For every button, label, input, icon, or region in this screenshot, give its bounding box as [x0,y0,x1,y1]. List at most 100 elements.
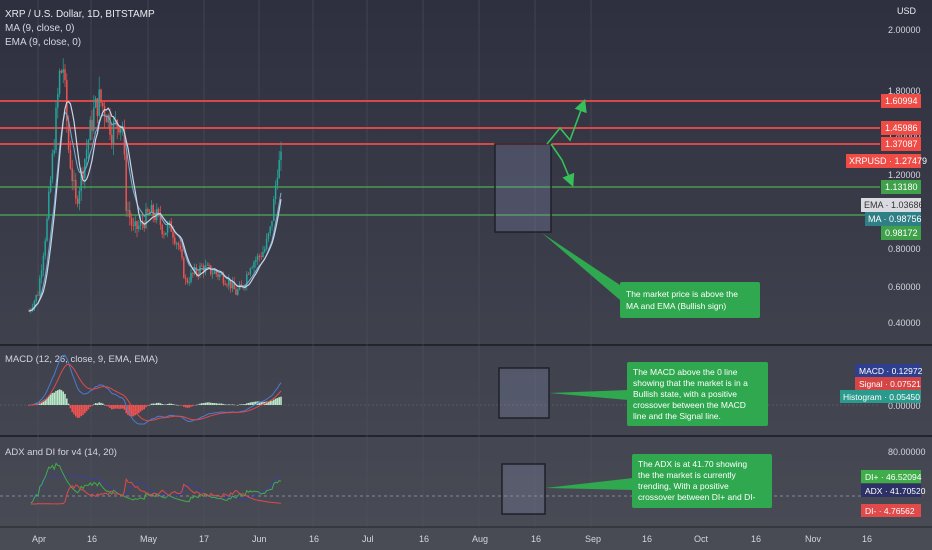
candle[interactable] [267,233,270,239]
candle[interactable] [145,208,147,229]
candle[interactable] [147,208,149,212]
candle[interactable] [64,69,66,81]
candle[interactable] [165,232,167,235]
candle[interactable] [127,210,129,212]
candle[interactable] [253,262,255,268]
candle[interactable] [80,170,82,192]
candle[interactable] [157,208,160,215]
candle[interactable] [130,217,133,226]
candle[interactable] [112,121,115,144]
candle[interactable] [102,102,104,107]
candle[interactable] [28,311,30,312]
candle[interactable] [100,89,102,103]
candlestick-series[interactable] [28,58,282,314]
candle[interactable] [175,243,178,244]
candle[interactable] [107,114,109,123]
candle[interactable] [85,149,88,160]
candle[interactable] [186,279,189,283]
candle[interactable] [148,211,151,213]
candle[interactable] [57,93,59,108]
candle[interactable] [278,159,280,178]
candle[interactable] [33,300,36,308]
candle[interactable] [40,270,43,278]
price-axis[interactable]: 2.00000 1.80000 1.40000 1.20000 0.80000 … [888,25,921,328]
candle[interactable] [233,281,235,290]
candle[interactable] [103,106,106,117]
candle[interactable] [256,255,259,261]
candle[interactable] [206,264,208,266]
candle[interactable] [240,284,243,286]
candle[interactable] [143,223,145,229]
candle[interactable] [109,114,111,135]
candle[interactable] [181,249,183,258]
candle[interactable] [91,119,93,131]
candle[interactable] [219,274,221,277]
candle[interactable] [84,159,86,179]
candle[interactable] [213,271,216,274]
candle[interactable] [150,205,153,212]
candle[interactable] [161,224,163,235]
candle[interactable] [215,271,217,275]
candle[interactable] [197,273,199,275]
candle[interactable] [184,277,187,280]
candle[interactable] [58,70,61,94]
candle[interactable] [231,281,234,289]
candle[interactable] [265,238,268,250]
time-axis[interactable]: Apr 16 May 17 Jun 16 Jul 16 Aug 16 Sep 1… [32,534,872,544]
candle[interactable] [170,221,172,232]
candle[interactable] [55,107,57,151]
candle[interactable] [172,231,174,238]
candle[interactable] [118,127,120,133]
candle[interactable] [276,177,279,186]
candle[interactable] [195,267,198,274]
ema-legend[interactable]: EMA (9, close, 0) [5,37,81,48]
candle[interactable] [273,199,275,221]
candle[interactable] [37,294,39,296]
candle[interactable] [69,149,72,169]
candle[interactable] [46,218,48,241]
candle[interactable] [94,98,97,108]
candle[interactable] [154,216,156,221]
candle[interactable] [62,69,64,73]
candle[interactable] [192,272,194,274]
candle[interactable] [168,221,171,225]
candle[interactable] [42,255,45,271]
candle[interactable] [280,151,282,160]
candle[interactable] [255,260,257,263]
candle[interactable] [235,289,237,295]
candle[interactable] [66,80,68,122]
candle[interactable] [177,243,180,246]
candle[interactable] [251,267,253,269]
candle[interactable] [217,274,219,277]
candle[interactable] [237,289,239,295]
macd-series[interactable] [28,354,282,425]
candle[interactable] [246,274,248,286]
candle[interactable] [75,180,77,199]
candle[interactable] [208,264,210,266]
candle[interactable] [163,234,165,235]
candle[interactable] [87,140,90,150]
candle[interactable] [51,153,54,180]
candle[interactable] [210,265,212,275]
candle[interactable] [48,191,50,219]
candle[interactable] [262,251,264,258]
candle[interactable] [139,221,142,226]
candle[interactable] [201,265,203,267]
candle[interactable] [258,255,261,257]
adx-title[interactable]: ADX and DI for v4 (14, 20) [5,447,117,458]
candle[interactable] [120,128,122,133]
candle[interactable] [249,268,252,275]
candle[interactable] [174,237,176,244]
candle[interactable] [211,273,214,275]
candle[interactable] [93,107,95,131]
candle[interactable] [71,168,73,182]
candle[interactable] [247,274,250,275]
candle[interactable] [123,126,126,155]
candle[interactable] [159,214,162,225]
candle[interactable] [271,220,273,227]
candle[interactable] [222,274,225,284]
candle[interactable] [179,245,181,250]
candle[interactable] [136,221,138,230]
candle[interactable] [224,283,226,285]
candle[interactable] [53,150,55,154]
